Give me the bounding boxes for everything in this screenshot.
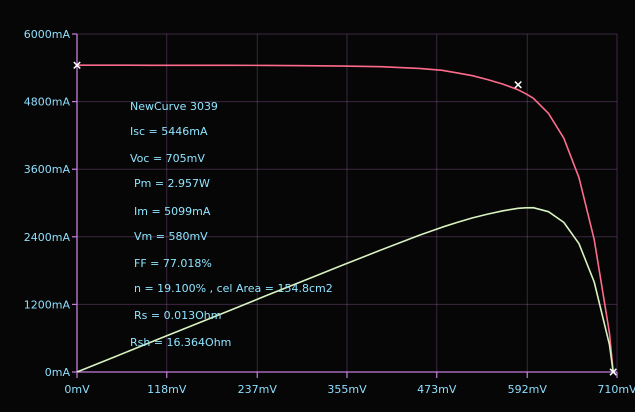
series-1-point-21	[594, 281, 595, 282]
tick-layer: 0mA 1200mA 2400mA 3600mA 4800mA 6000mA 0mV 118m…	[24, 28, 635, 396]
series-1-point-10	[441, 227, 442, 228]
x-tick-label-2: 237mV	[238, 383, 278, 396]
series-0-point-2	[152, 65, 153, 66]
series-0-point-21	[594, 239, 595, 240]
series-0-point-10	[441, 70, 442, 71]
series-line-0	[76, 64, 615, 373]
series-0-point-22	[609, 332, 610, 333]
series-1-point-16	[525, 207, 526, 208]
series-0-point-11	[457, 72, 458, 73]
grid-layer	[76, 33, 618, 373]
y-tick-label-4: 4800mA	[24, 96, 71, 109]
annotation-efficiency-area: n = 19.100% , cel Area = 154.8cm2	[134, 282, 333, 295]
series-1-point-8	[381, 249, 382, 250]
x-tick-label-3: 355mV	[327, 383, 367, 396]
series-1-point-12	[472, 217, 473, 218]
annotation-im: Im = 5099mA	[134, 205, 211, 218]
y-tick-label-1: 1200mA	[24, 298, 71, 311]
series-1-point-11	[457, 222, 458, 223]
y-tick-label-0: 0mA	[45, 366, 71, 379]
series-1-point-17	[533, 207, 534, 208]
annotation-rsh: Rsh = 16.364Ohm	[130, 336, 231, 349]
annotation-pm: Pm = 2.957W	[134, 177, 210, 190]
x-tick-label-6: 710mV	[597, 383, 635, 396]
x-tick-label-1: 118mV	[147, 383, 187, 396]
series-0-point-14	[502, 84, 503, 85]
series-1-point-18	[548, 211, 549, 212]
series-0-point-15	[518, 89, 519, 90]
series-1-point-19	[563, 222, 564, 223]
series-1-point-9	[419, 235, 420, 236]
series-1-point-20	[578, 243, 579, 244]
x-tick-label-4: 473mV	[417, 383, 457, 396]
annotation-ff: FF = 77.018%	[134, 257, 212, 270]
series-0-point-18	[548, 113, 549, 114]
curve-marker-2	[609, 368, 617, 376]
y-tick-label-2: 2400mA	[24, 231, 71, 244]
y-tick-label-5: 6000mA	[24, 28, 71, 41]
series-0-point-20	[578, 177, 579, 178]
series-1-point-1	[114, 356, 115, 357]
curve-marker-0	[73, 61, 81, 69]
series-0-point-17	[533, 98, 534, 99]
series-0-point-12	[472, 75, 473, 76]
series-0-point-7	[343, 66, 344, 67]
series-0-point-5	[267, 65, 268, 66]
series-0-point-13	[487, 79, 488, 80]
series-0-point-8	[381, 66, 382, 67]
series-1-point-22	[609, 344, 610, 345]
series-line-1	[76, 206, 615, 373]
x-tick-label-5: 592mV	[508, 383, 548, 396]
annotation-voc: Voc = 705mV	[130, 152, 205, 165]
series-0-point-1	[114, 65, 115, 66]
series-1-point-4	[229, 310, 230, 311]
series-0-point-6	[305, 65, 306, 66]
curve-marker-1	[514, 81, 522, 89]
annotation-vm: Vm = 580mV	[134, 230, 208, 243]
series-1-point-3	[190, 325, 191, 326]
series-layer	[76, 64, 615, 373]
series-0-point-9	[419, 68, 420, 69]
annotation-rs: Rs = 0.013Ohm	[134, 309, 221, 322]
series-1-point-7	[343, 264, 344, 265]
series-0-point-16	[525, 93, 526, 94]
series-1-point-15	[518, 208, 519, 209]
series-1-point-6	[305, 280, 306, 281]
annotation-layer: NewCurve 3039 Isc = 5446mA Voc = 705mV P…	[130, 100, 333, 349]
marker-layer	[73, 61, 617, 376]
series-1-point-13	[487, 213, 488, 214]
series-0-point-19	[563, 138, 564, 139]
y-tick-label-3: 3600mA	[24, 163, 71, 176]
annotation-isc: Isc = 5446mA	[130, 125, 208, 138]
series-0-point-4	[229, 65, 230, 66]
series-1-point-14	[502, 210, 503, 211]
x-tick-label-0: 0mV	[64, 383, 90, 396]
annotation-curve-name: NewCurve 3039	[130, 100, 218, 113]
series-0-point-3	[190, 65, 191, 66]
